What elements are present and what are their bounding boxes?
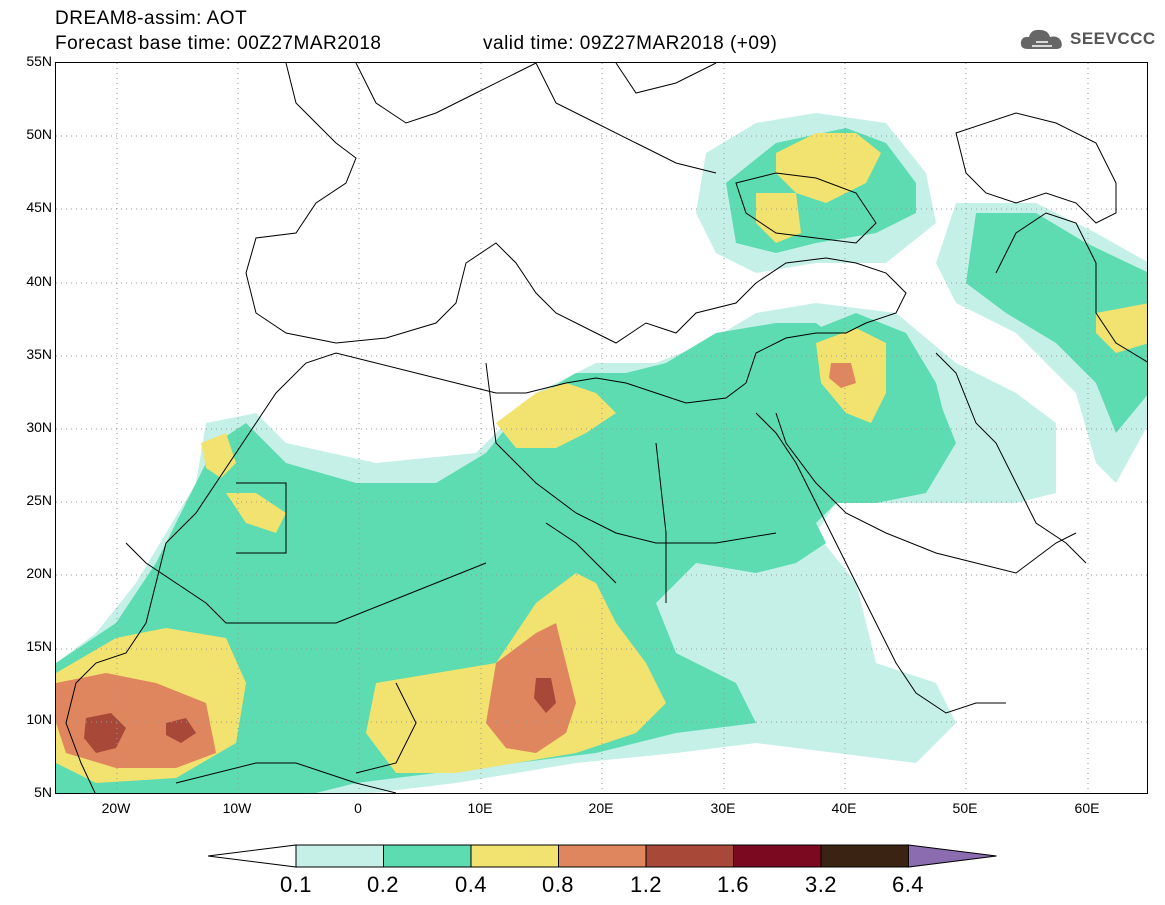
colorbar-under-arrow [207, 844, 297, 868]
lat-label: 10N [26, 711, 52, 727]
lon-label: 20W [101, 800, 131, 816]
colorbar-label: 1.2 [629, 872, 663, 897]
cloud-icon [1020, 29, 1062, 49]
valid-time: valid time: 09Z27MAR2018 (+09) [483, 33, 778, 54]
lat-label: 55N [26, 53, 52, 69]
colorbar-swatch [295, 844, 384, 868]
lat-label: 20N [26, 565, 52, 581]
graticule [56, 63, 1147, 793]
coastlines [65, 63, 1147, 793]
aot-map [56, 63, 1147, 793]
colorbar-label: 3.2 [804, 872, 838, 897]
lat-label: 25N [26, 492, 52, 508]
aot-contours [56, 113, 1147, 793]
lon-label: 60E [1074, 800, 1100, 816]
lon-label: 0 [354, 800, 362, 816]
lon-label: 30E [710, 800, 736, 816]
lat-label: 30N [26, 419, 52, 435]
colorbar-label: 0.4 [454, 872, 488, 897]
lon-label: 50E [952, 800, 978, 816]
colorbar-over-arrow [908, 844, 997, 868]
colorbar-swatch [820, 844, 909, 868]
colorbar-label: 0.8 [541, 872, 575, 897]
colorbar-swatch [383, 844, 472, 868]
colorbar-swatch [733, 844, 822, 868]
colorbar-swatch [558, 844, 647, 868]
lon-label: 20E [588, 800, 614, 816]
lon-label: 10E [467, 800, 493, 816]
lat-label: 5N [34, 784, 52, 800]
colorbar-swatch [645, 844, 734, 868]
map-title: DREAM8-assim: AOT [55, 8, 248, 29]
forecast-base-time: Forecast base time: 00Z27MAR2018 [55, 33, 382, 54]
colorbar-label: 0.1 [279, 872, 313, 897]
colorbar-swatch [470, 844, 559, 868]
lon-label: 40E [831, 800, 857, 816]
lat-label: 40N [26, 273, 52, 289]
colorbar-label: 1.6 [716, 872, 750, 897]
lon-label: 10W [222, 800, 252, 816]
lat-label: 15N [26, 638, 52, 654]
lat-label: 35N [26, 346, 52, 362]
map-area [55, 62, 1148, 794]
seevccc-logo: SEEVCCC [1018, 24, 1156, 54]
colorbar-label: 6.4 [891, 872, 925, 897]
lat-label: 45N [26, 199, 52, 215]
colorbar-label: 0.2 [366, 872, 400, 897]
logo-text: SEEVCCC [1070, 29, 1156, 48]
lat-label: 50N [26, 126, 52, 142]
